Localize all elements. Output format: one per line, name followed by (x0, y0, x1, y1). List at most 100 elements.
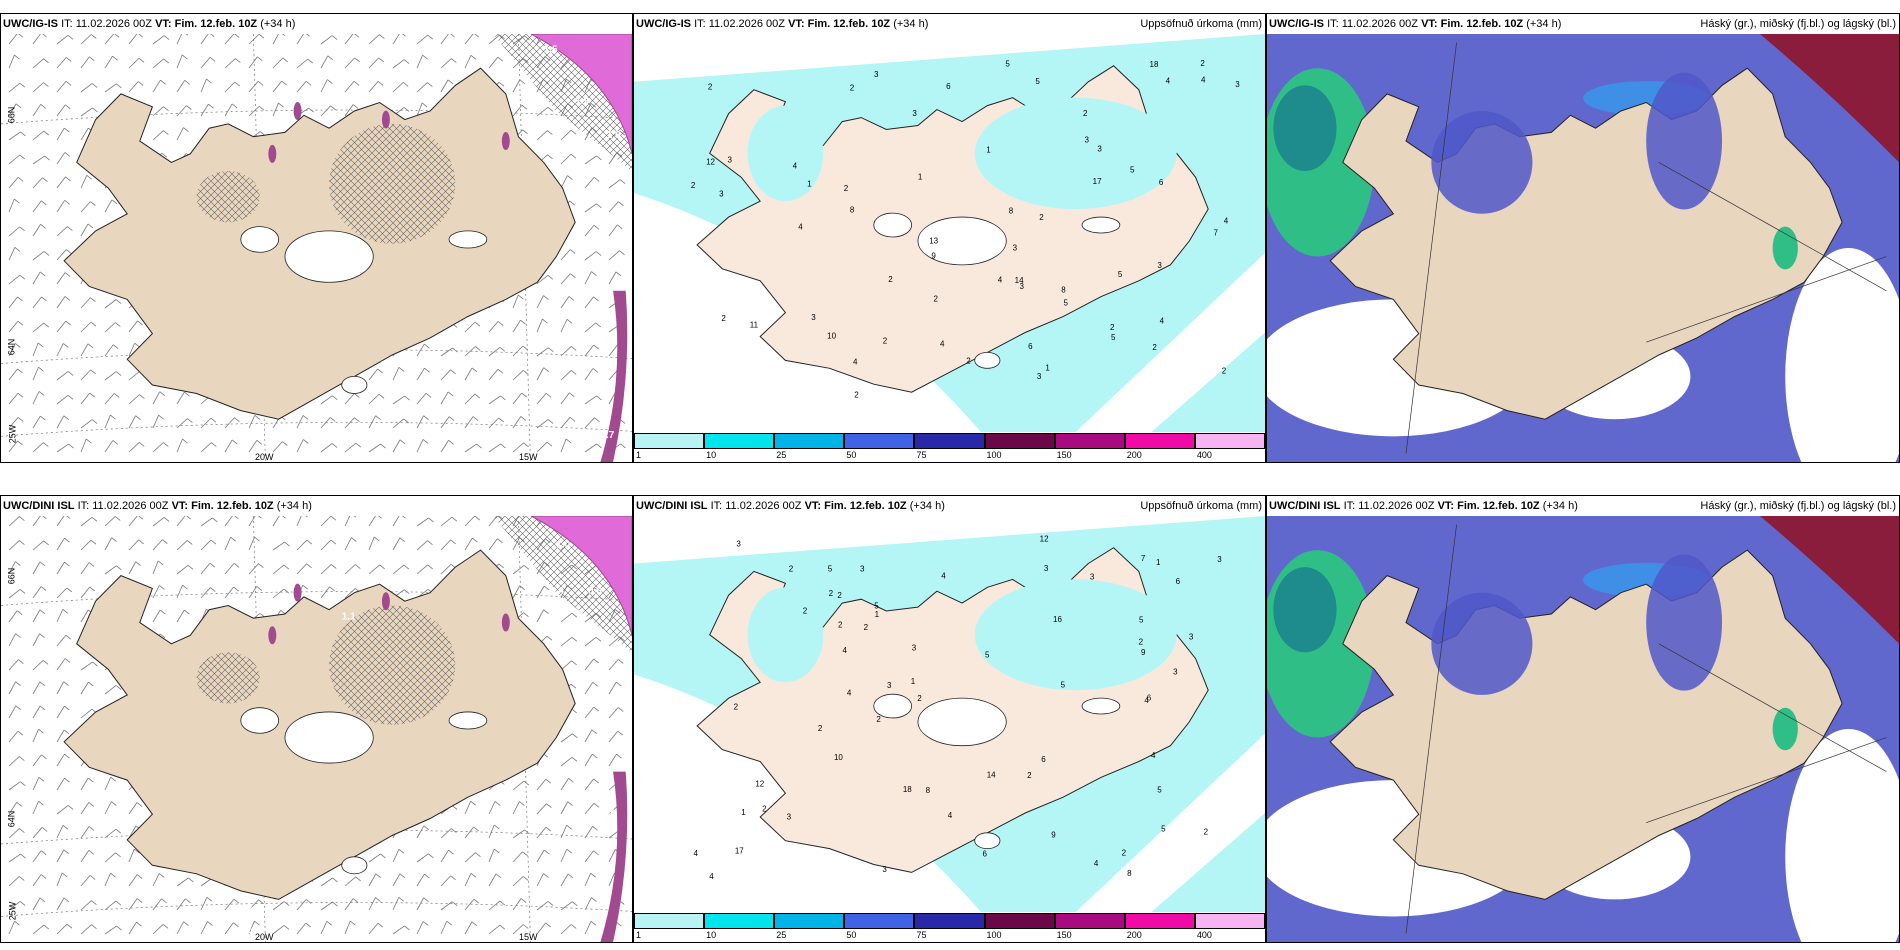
wind-barb-flag (330, 564, 337, 569)
wind-barb-flag (451, 901, 458, 906)
wind-barb-flag (258, 34, 265, 39)
precip-band (600, 771, 628, 942)
wind-barb (176, 516, 186, 527)
lead-time: (+34 h) (909, 500, 945, 512)
wind-barb-flag (398, 366, 405, 372)
precip-area (974, 97, 1177, 210)
precip-value: 3 (736, 539, 741, 548)
wind-barb-flag (233, 922, 239, 928)
wind-barb (56, 729, 65, 743)
wind-barb-flag (399, 537, 406, 543)
precip-value: 8 (850, 206, 855, 215)
wind-barb (32, 874, 42, 887)
wind-barb (488, 801, 496, 815)
wind-barb-flag (65, 57, 72, 62)
wind-barb-flag (138, 516, 144, 520)
wind-barb (32, 391, 40, 405)
wind-barb (464, 443, 477, 453)
wind-barb-flag (115, 371, 122, 376)
wind-barb (104, 199, 113, 213)
cloud-map[interactable] (1267, 516, 1899, 942)
valid-time: Fim. 12.feb. 10Z (1440, 18, 1524, 30)
wind-barb-flag (67, 226, 73, 231)
cloud-map[interactable] (1267, 34, 1899, 462)
low-cloud-teal (1273, 567, 1337, 653)
wind-barb-flag (568, 777, 574, 783)
wind-barb-flag (92, 661, 98, 667)
wind-barb (584, 706, 595, 719)
wind-barb-flag (305, 899, 312, 904)
wind-barb-flag (159, 609, 166, 615)
panel-cloud-igis: UWC/IG-IS IT: 11.02.2026 00Z VT: Fim. 12… (1266, 13, 1900, 463)
wind-barb (56, 272, 66, 285)
wind-barb-flag (88, 826, 95, 831)
wind-barb (416, 393, 427, 405)
wind-barb-flag (472, 416, 479, 421)
wind-barb (32, 850, 42, 863)
wind-barb-flag (65, 176, 71, 182)
precip-value: 1 (986, 145, 991, 154)
wind-barb (344, 81, 355, 93)
wind-barb-flag (522, 851, 528, 857)
wind-barb-flag (283, 925, 290, 930)
wind-barb-flag (63, 897, 70, 903)
wind-barb-flag (354, 34, 359, 38)
wind-barb (56, 753, 65, 767)
wind-map[interactable]: 1.5 1.9 1.6 0.7 (1, 34, 632, 462)
wind-barb (248, 81, 259, 93)
precip-area (747, 587, 824, 683)
wind-map[interactable]: 1.0 0.4 0.6 1.1 -1.7 -2.0 0.3 (1, 516, 632, 942)
wind-barb-flag (282, 441, 288, 446)
wind-barb-flag (182, 438, 188, 444)
wind-barb (584, 251, 597, 261)
wind-barb (32, 251, 45, 261)
wind-barb-flag (43, 322, 50, 328)
precip-area (974, 579, 1177, 691)
wind-barb-flag (543, 849, 550, 855)
wind-barb (80, 127, 89, 141)
wind-barb-flag (40, 104, 46, 109)
wind-barb-flag (38, 777, 45, 782)
wind-barb (248, 56, 258, 69)
wind-barb-flag (618, 201, 624, 206)
colorbar-tick: 200 (1126, 450, 1142, 460)
wind-barb (152, 130, 164, 141)
wind-barb-flag (593, 850, 599, 856)
precip-value: 3 (811, 313, 816, 322)
precip-value: 1 (911, 677, 916, 686)
wind-barb-flag (548, 347, 554, 353)
wind-barb (80, 34, 92, 45)
wind-barb (128, 921, 137, 935)
lead-time: (+34 h) (1542, 500, 1578, 512)
wind-barb (128, 57, 140, 69)
model-source: UWC/DINI ISL (1269, 500, 1341, 512)
precip-value: 4 (798, 223, 803, 232)
wind-barb-flag (377, 368, 383, 374)
wind-barb-flag (331, 35, 338, 40)
wind-barb-flag (547, 106, 554, 112)
wind-barb-flag (14, 920, 20, 926)
wind-barb (32, 633, 40, 647)
precip-value: 8 (1061, 286, 1066, 295)
wind-barb-flag (40, 586, 47, 591)
wind-barb (56, 176, 66, 189)
wind-barb (584, 897, 592, 911)
wind-barb-flag (572, 733, 578, 739)
glacier (341, 375, 368, 394)
wind-barb-flag (616, 753, 622, 759)
wind-barb-flag (305, 922, 312, 928)
wind-barb (104, 322, 116, 333)
wind-barb-flag (545, 393, 552, 398)
wind-barb (8, 516, 20, 527)
colorbar-tick: 10 (706, 930, 717, 940)
wind-barb-flag (233, 563, 240, 568)
wind-barb (536, 585, 545, 599)
wind-barb (152, 585, 160, 599)
wind-barb (416, 897, 424, 911)
wind-barb (128, 34, 138, 45)
wind-barb-flag (475, 346, 481, 351)
wind-barb (104, 414, 111, 429)
wind-barb (104, 565, 117, 575)
